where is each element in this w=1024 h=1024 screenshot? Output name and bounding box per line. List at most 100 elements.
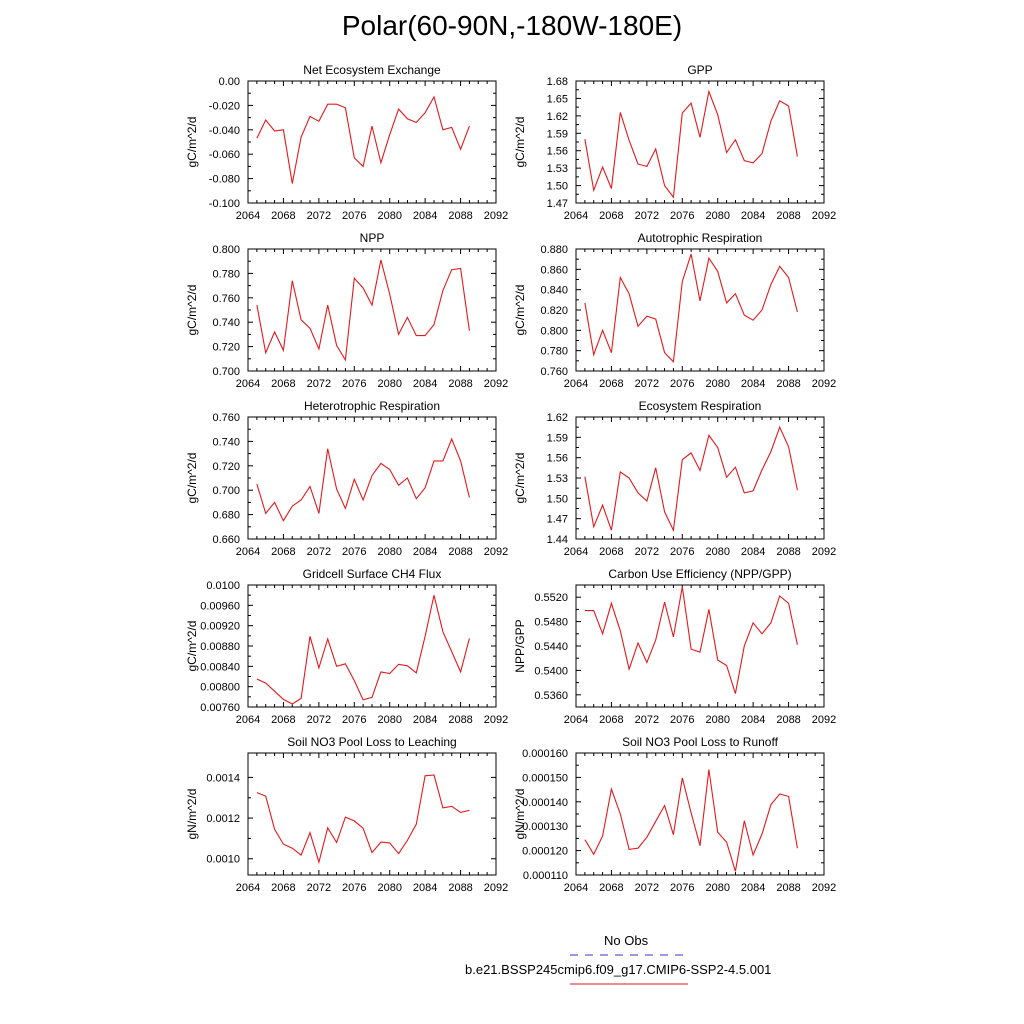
y-tick-label: 0.680: [212, 510, 240, 522]
series-line: [256, 774, 470, 865]
x-tick-label: 2064: [564, 882, 588, 894]
y-tick-label: 0.860: [540, 264, 568, 276]
x-tick-label: 2084: [741, 546, 765, 558]
x-tick-label: 2072: [635, 546, 659, 558]
y-tick-label: 1.65: [547, 93, 568, 105]
y-tick-label: 1.62: [547, 412, 568, 424]
y-axis-label: gC/m^2/d: [513, 285, 527, 336]
x-tick-label: 2064: [236, 882, 260, 894]
chart-panel-1: Net Ecosystem Exchange 2064 2068 2072 2076 20…: [185, 63, 508, 222]
x-tick-label: 2080: [705, 546, 729, 558]
y-tick-label: 1.53: [547, 163, 568, 175]
chart-title: Soil NO3 Pool Loss to Runoff: [622, 735, 779, 749]
x-tick-label: 2064: [564, 378, 588, 390]
y-tick-label: 0.00840: [200, 661, 240, 673]
x-tick-label: 2068: [599, 546, 623, 558]
x-tick-label: 2092: [812, 714, 836, 726]
x-tick-label: 2072: [635, 378, 659, 390]
chart-title: Carbon Use Efficiency (NPP/GPP): [608, 567, 791, 581]
chart-panel-5: Heterotrophic Respiration 2064 2068 2072 207…: [185, 399, 508, 558]
chart-panel-8: Carbon Use Efficiency (NPP/GPP) 2064 2068 2…: [513, 567, 836, 726]
x-tick-label: 2092: [812, 882, 836, 894]
y-tick-label: 0.0014: [206, 772, 240, 784]
plot-frame: [575, 584, 825, 708]
x-tick-label: 2080: [377, 210, 401, 222]
x-tick-label: 2076: [670, 714, 694, 726]
x-tick-label: 2072: [307, 378, 331, 390]
x-tick-label: 2068: [599, 378, 623, 390]
x-tick-label: 2076: [342, 714, 366, 726]
series-line: [256, 595, 470, 705]
y-tick-label: -0.020: [209, 100, 240, 112]
y-axis-label: NPP/GPP: [513, 619, 527, 672]
y-tick-label: 0.740: [212, 317, 240, 329]
y-tick-label: 1.50: [547, 493, 568, 505]
x-tick-label: 2076: [342, 882, 366, 894]
x-tick-label: 2088: [776, 546, 800, 558]
y-tick-label: 0.5440: [534, 641, 568, 653]
y-axis-label: gC/m^2/d: [513, 117, 527, 168]
y-tick-label: 0.740: [212, 436, 240, 448]
x-tick-label: 2092: [484, 210, 508, 222]
series-line: [584, 425, 798, 533]
x-tick-label: 2080: [377, 546, 401, 558]
y-tick-label: 0.00800: [200, 682, 240, 694]
y-tick-label: 0.000130: [522, 821, 568, 833]
y-tick-label: 0.00: [219, 76, 240, 88]
y-tick-label: 0.780: [212, 268, 240, 280]
chart-panel-6: Ecosystem Respiration 2064 2068 2072 2076 208…: [513, 399, 836, 558]
x-tick-label: 2088: [448, 714, 472, 726]
y-tick-label: 0.00920: [200, 621, 240, 633]
y-tick-label: -0.040: [209, 125, 240, 137]
chart-title: NPP: [360, 231, 385, 245]
chart-title: Heterotrophic Respiration: [304, 399, 440, 413]
x-tick-label: 2092: [484, 546, 508, 558]
y-tick-label: -0.100: [209, 198, 240, 210]
chart-title: Gridcell Surface CH4 Flux: [303, 567, 442, 581]
chart-panel-2: GPP 2064 2068 2072 2076 2080 2084 2088 2092 1.47 1…: [513, 63, 836, 222]
y-tick-label: 1.59: [547, 128, 568, 140]
page-title: Polar(60-90N,-180W-180E): [341, 10, 683, 41]
chart-panel-4: Autotrophic Respiration 2064 2068 2072 2076 2…: [513, 231, 836, 390]
series-line: [584, 769, 798, 872]
plot-frame: [247, 752, 497, 876]
series-line: [584, 253, 798, 364]
y-tick-label: 1.56: [547, 453, 568, 465]
x-tick-label: 2076: [670, 882, 694, 894]
plot-frame: [575, 80, 825, 204]
x-tick-label: 2088: [448, 378, 472, 390]
y-tick-label: 0.00880: [200, 641, 240, 653]
plot-frame: [247, 584, 497, 708]
x-tick-label: 2080: [705, 210, 729, 222]
y-tick-label: 0.000120: [522, 846, 568, 858]
y-tick-label: 0.840: [540, 285, 568, 297]
y-tick-label: 0.880: [540, 244, 568, 256]
x-tick-label: 2068: [271, 378, 295, 390]
y-axis-label: gC/m^2/d: [185, 621, 199, 672]
y-axis-label: gC/m^2/d: [513, 453, 527, 504]
y-tick-label: 0.5360: [534, 690, 568, 702]
x-tick-label: 2092: [812, 546, 836, 558]
chart-title: Autotrophic Respiration: [638, 231, 763, 245]
y-tick-label: 0.000160: [522, 748, 568, 760]
x-tick-label: 2084: [413, 546, 437, 558]
x-tick-label: 2072: [307, 546, 331, 558]
plot-frame: [247, 416, 497, 540]
plot-frame: [575, 752, 825, 876]
chart-title: GPP: [687, 63, 712, 77]
x-tick-label: 2064: [236, 714, 260, 726]
x-tick-label: 2084: [413, 714, 437, 726]
y-tick-label: 0.0012: [206, 813, 240, 825]
x-tick-label: 2080: [705, 378, 729, 390]
x-tick-label: 2076: [670, 210, 694, 222]
x-tick-label: 2076: [342, 210, 366, 222]
series-line: [256, 437, 470, 522]
series-line: [256, 95, 470, 184]
x-tick-label: 2072: [635, 882, 659, 894]
y-tick-label: -0.060: [209, 149, 240, 161]
x-tick-label: 2088: [448, 210, 472, 222]
x-tick-label: 2088: [448, 546, 472, 558]
y-tick-label: 0.800: [540, 325, 568, 337]
x-tick-label: 2064: [236, 210, 260, 222]
